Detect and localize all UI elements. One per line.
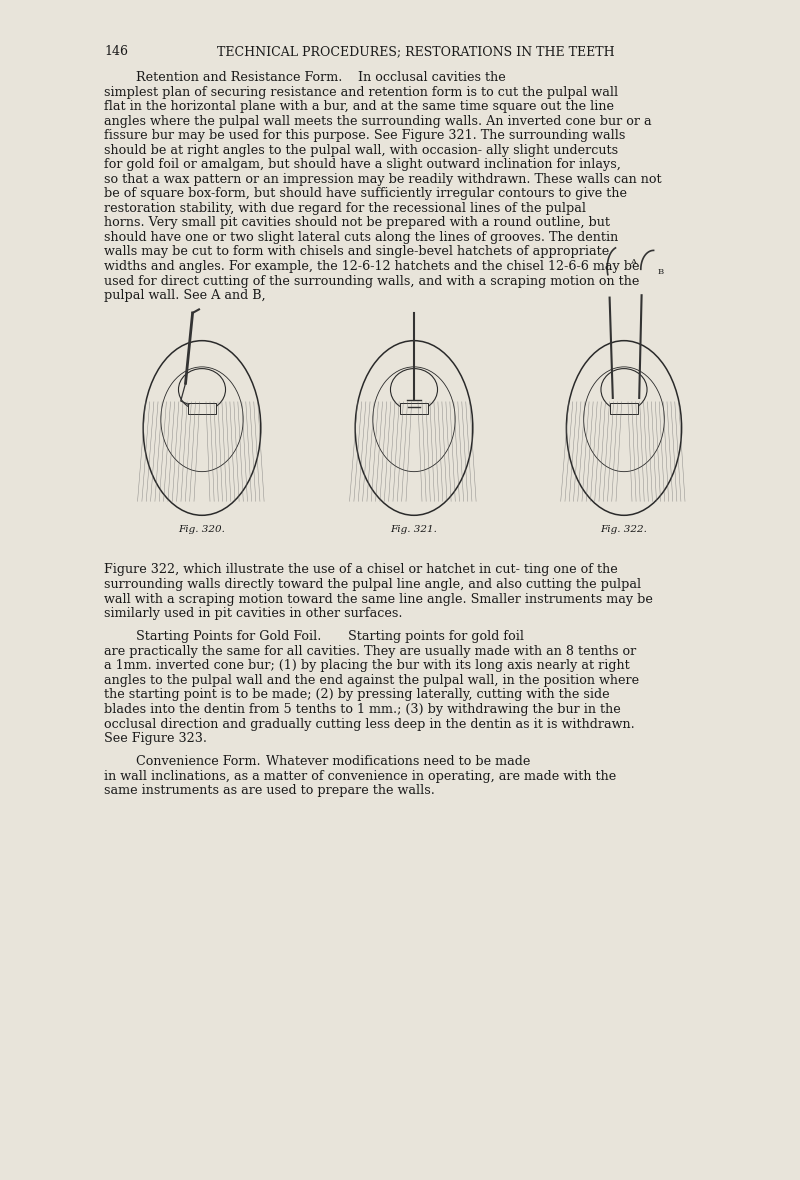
Text: angles to the pulpal wall and the end against the pulpal wall, in the position w: angles to the pulpal wall and the end ag…: [104, 674, 639, 687]
Text: for gold foil or amalgam, but should have a slight outward inclination for inlay: for gold foil or amalgam, but should hav…: [104, 158, 621, 171]
Bar: [400, 402, 428, 414]
Text: Whatever modifications need to be made: Whatever modifications need to be made: [258, 755, 530, 768]
Text: A: A: [630, 258, 636, 267]
Text: flat in the horizontal plane with a bur, and at the same time square out the lin: flat in the horizontal plane with a bur,…: [104, 100, 614, 113]
Text: Figure 322, which illustrate the use of a chisel or hatchet in cut- ting one of : Figure 322, which illustrate the use of …: [104, 564, 618, 577]
Text: B: B: [658, 268, 664, 276]
Text: the starting point is to be made; (2) by pressing laterally, cutting with the si: the starting point is to be made; (2) by…: [104, 688, 610, 701]
Text: surrounding walls directly toward the pulpal line angle, and also cutting the pu: surrounding walls directly toward the pu…: [104, 578, 641, 591]
Text: simplest plan of securing resistance and retention form is to cut the pulpal wal: simplest plan of securing resistance and…: [104, 85, 618, 99]
Ellipse shape: [390, 368, 438, 411]
Text: horns. Very small pit cavities should not be prepared with a round outline, but: horns. Very small pit cavities should no…: [104, 216, 610, 229]
Text: blades into the dentin from 5 tenths to 1 mm.; (3) by withdrawing the bur in the: blades into the dentin from 5 tenths to …: [104, 703, 621, 716]
Text: used for direct cutting of the surrounding walls, and with a scraping motion on : used for direct cutting of the surroundi…: [104, 275, 639, 288]
Text: be of square box-form, but should have sufficiently irregular contours to give t: be of square box-form, but should have s…: [104, 188, 627, 201]
Text: TECHNICAL PROCEDURES; RESTORATIONS IN THE TEETH: TECHNICAL PROCEDURES; RESTORATIONS IN TH…: [217, 45, 615, 58]
Bar: [188, 402, 216, 414]
Text: restoration stability, with due regard for the recessional lines of the pulpal: restoration stability, with due regard f…: [104, 202, 586, 215]
Text: Retention and Resistance Form.: Retention and Resistance Form.: [136, 71, 342, 84]
Text: In occlusal cavities the: In occlusal cavities the: [350, 71, 506, 84]
Text: fissure bur may be used for this purpose. See Figure 321. The surrounding walls: fissure bur may be used for this purpose…: [104, 129, 626, 142]
Text: Fig. 320.: Fig. 320.: [178, 525, 226, 535]
Text: Starting Points for Gold Foil.: Starting Points for Gold Foil.: [136, 630, 322, 643]
Text: See Figure 323.: See Figure 323.: [104, 732, 207, 745]
Text: walls may be cut to form with chisels and single-bevel hatchets of appropriate: walls may be cut to form with chisels an…: [104, 245, 610, 258]
Text: Fig. 322.: Fig. 322.: [601, 525, 647, 535]
Text: Fig. 321.: Fig. 321.: [390, 525, 438, 535]
Text: widths and angles. For example, the 12-6-12 hatchets and the chisel 12-6-6 may b: widths and angles. For example, the 12-6…: [104, 260, 639, 273]
Bar: [610, 402, 638, 414]
Text: wall with a scraping motion toward the same line angle. Smaller instruments may : wall with a scraping motion toward the s…: [104, 592, 653, 605]
Text: Starting points for gold foil: Starting points for gold foil: [340, 630, 524, 643]
Text: in wall inclinations, as a matter of convenience in operating, are made with the: in wall inclinations, as a matter of con…: [104, 769, 616, 782]
Ellipse shape: [601, 368, 647, 411]
Text: Convenience Form.: Convenience Form.: [136, 755, 261, 768]
Text: pulpal wall. See A and B,: pulpal wall. See A and B,: [104, 289, 266, 302]
Text: angles where the pulpal wall meets the surrounding walls. An inverted cone bur o: angles where the pulpal wall meets the s…: [104, 114, 652, 127]
Text: occlusal direction and gradually cutting less deep in the dentin as it is withdr: occlusal direction and gradually cutting…: [104, 717, 634, 730]
Text: same instruments as are used to prepare the walls.: same instruments as are used to prepare …: [104, 785, 435, 798]
Text: should be at right angles to the pulpal wall, with occasion- ally slight undercu: should be at right angles to the pulpal …: [104, 144, 618, 157]
Text: 146: 146: [104, 45, 128, 58]
Text: similarly used in pit cavities in other surfaces.: similarly used in pit cavities in other …: [104, 607, 402, 620]
Text: are practically the same for all cavities. They are usually made with an 8 tenth: are practically the same for all cavitie…: [104, 645, 636, 658]
Text: should have one or two slight lateral cuts along the lines of grooves. The denti: should have one or two slight lateral cu…: [104, 231, 618, 244]
Ellipse shape: [178, 368, 226, 411]
Text: a 1mm. inverted cone bur; (1) by placing the bur with its long axis nearly at ri: a 1mm. inverted cone bur; (1) by placing…: [104, 660, 630, 673]
Text: so that a wax pattern or an impression may be readily withdrawn. These walls can: so that a wax pattern or an impression m…: [104, 172, 662, 185]
